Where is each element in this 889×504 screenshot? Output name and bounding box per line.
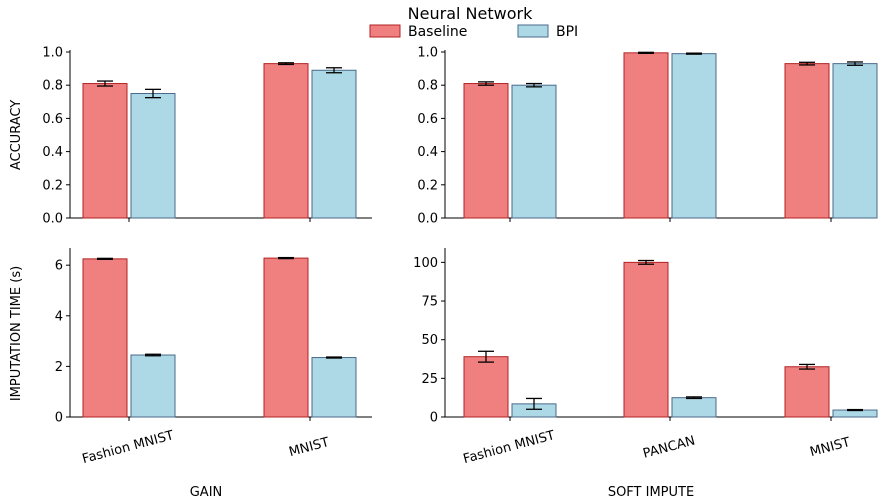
y-tick-label: 0.4 <box>417 145 438 160</box>
panel-gain-accuracy: 0.0 0.2 0.4 0.6 0.8 1.0 ACCURACY <box>9 46 372 227</box>
bar-bpi-pancan <box>671 397 717 418</box>
y-tick-label: 0.0 <box>417 212 438 227</box>
y-tick-label: 0 <box>430 411 438 426</box>
y-tick-label: 50 <box>421 333 438 348</box>
bar-baseline-mnist <box>784 366 830 418</box>
x-axis-label: GAIN <box>190 485 223 500</box>
bar-bpi-fashion-mnist <box>130 354 176 418</box>
bar-bpi-fashion-mnist <box>511 84 557 219</box>
bar-bpi-pancan <box>671 53 717 219</box>
legend-label-baseline: Baseline <box>408 24 467 40</box>
y-tick-label: 0.6 <box>417 112 438 127</box>
y-tick-label: 0.8 <box>417 79 438 94</box>
y-tick-label: 0.0 <box>42 212 63 227</box>
bar-baseline-mnist <box>784 63 830 219</box>
y-tick-label: 0.6 <box>42 112 63 127</box>
y-tick-label: 0 <box>55 411 63 426</box>
x-tick-label: MNIST <box>287 435 331 460</box>
y-tick-label: 2 <box>55 360 63 375</box>
legend: Baseline BPI <box>369 24 578 40</box>
y-tick-label: 1.0 <box>417 46 438 61</box>
panel-softimpute-accuracy: 0.0 0.2 0.4 0.6 0.8 1.0 <box>417 46 878 227</box>
legend-swatch-bpi <box>517 24 549 38</box>
legend-swatch-baseline <box>369 24 401 38</box>
y-tick-label: 75 <box>421 295 438 310</box>
y-tick-label: 6 <box>55 259 63 274</box>
bar-baseline-fashion-mnist <box>463 356 509 418</box>
x-tick-label: Fashion MNIST <box>81 428 176 467</box>
x-tick-label: MNIST <box>808 435 852 460</box>
bar-baseline-fashion-mnist <box>82 258 128 418</box>
x-tick-label: Fashion MNIST <box>462 428 557 467</box>
panel-gain-time: 0 2 4 6 Fashion MNIST MNIST IMPUTATION TIME (s… <box>9 248 372 500</box>
legend-label-bpi: BPI <box>556 24 578 40</box>
y-axis-label: IMPUTATION TIME (s) <box>9 266 24 401</box>
x-tick-label: PANCAN <box>641 433 696 461</box>
bar-baseline-fashion-mnist <box>463 83 509 219</box>
y-tick-label: 25 <box>421 372 438 387</box>
bar-baseline-mnist <box>263 63 309 219</box>
bar-baseline-pancan <box>623 52 669 219</box>
bar-bpi-mnist <box>311 357 357 418</box>
y-tick-label: 0.4 <box>42 145 63 160</box>
y-tick-label: 0.2 <box>417 178 438 193</box>
y-tick-label: 100 <box>413 256 438 271</box>
bar-baseline-fashion-mnist <box>82 83 128 219</box>
y-tick-label: 0.8 <box>42 79 63 94</box>
panel-softimpute-time: 0 25 50 75 100 Fashion MNIST PANCAN MNIST SOFT I… <box>413 248 878 500</box>
bar-bpi-fashion-mnist <box>130 93 176 219</box>
y-tick-label: 1.0 <box>42 46 63 61</box>
bar-bpi-mnist <box>832 63 878 219</box>
y-axis-label: ACCURACY <box>9 100 24 170</box>
y-tick-label: 4 <box>55 309 63 324</box>
bar-baseline-mnist <box>263 257 309 418</box>
chart-title: Neural Network <box>408 4 533 23</box>
x-axis-label: SOFT IMPUTE <box>608 485 694 500</box>
y-tick-label: 0.2 <box>42 178 63 193</box>
bar-bpi-mnist <box>311 69 357 219</box>
bar-baseline-pancan <box>623 261 669 418</box>
